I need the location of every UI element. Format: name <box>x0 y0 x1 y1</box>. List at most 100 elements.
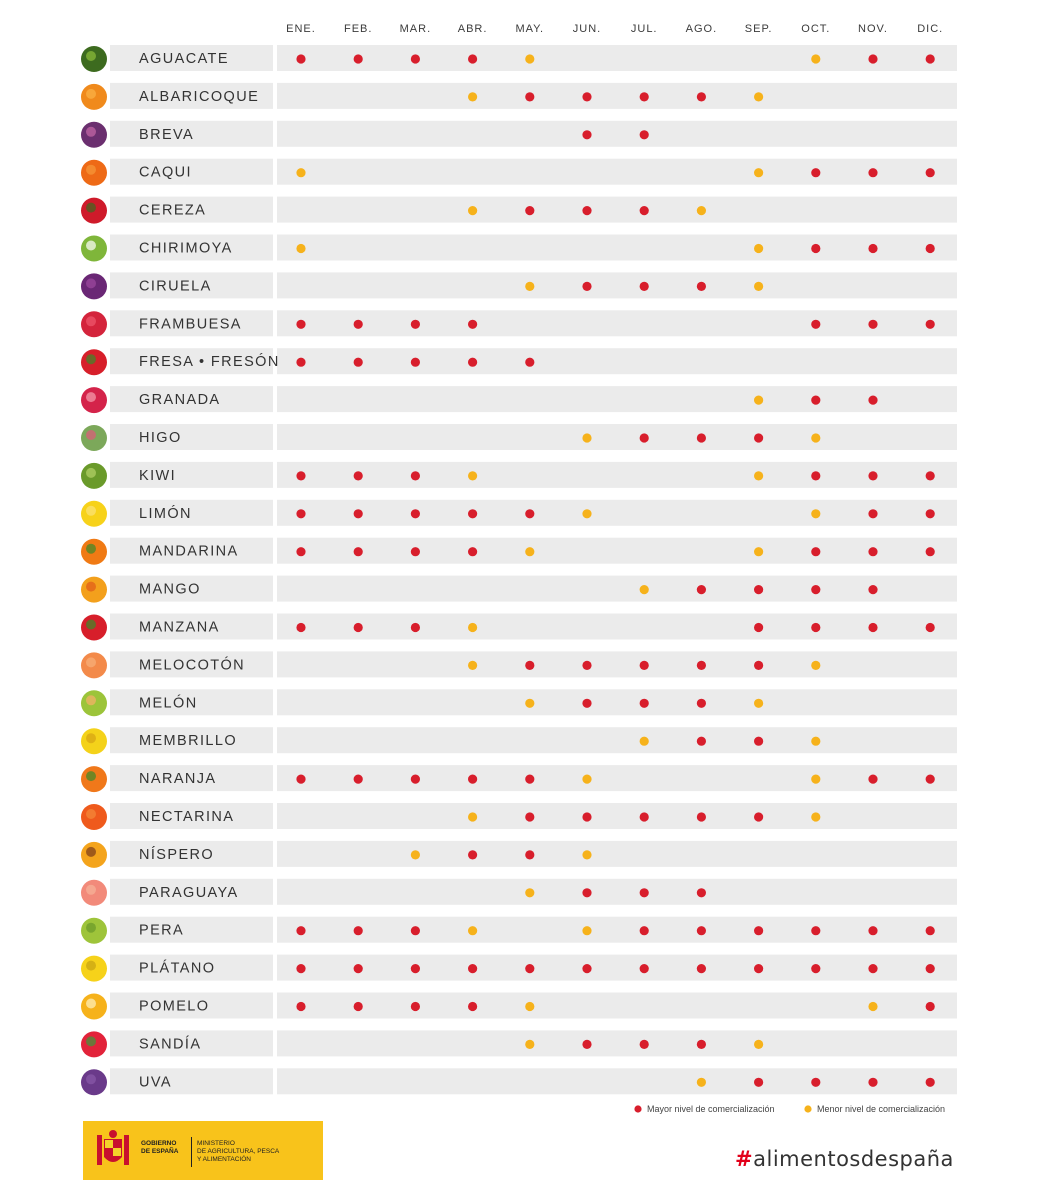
fruit-name: LIMÓN <box>139 505 192 522</box>
major-dot <box>353 964 363 974</box>
minor-dot <box>811 433 821 443</box>
label-band <box>110 954 273 981</box>
fruit-name: CEREZA <box>139 203 206 219</box>
ministry-line-1: MINISTERIO <box>197 1140 235 1147</box>
minor-dot <box>754 92 764 102</box>
major-dot <box>639 964 649 974</box>
month-header: MAR. <box>400 23 432 35</box>
label-band <box>110 120 273 147</box>
mango-icon <box>81 576 107 603</box>
major-dot <box>410 774 420 784</box>
apple-icon <box>81 614 107 641</box>
major-dot <box>868 168 878 178</box>
major-dot <box>811 168 821 178</box>
major-dot <box>925 509 935 519</box>
minor-dot <box>811 54 821 64</box>
icon-highlight <box>86 392 96 403</box>
fruit-name: PARAGUAYA <box>139 885 239 901</box>
month-header: SEP. <box>745 23 773 35</box>
banana-icon <box>81 955 107 982</box>
major-dot <box>696 926 707 936</box>
icon-highlight <box>86 202 96 213</box>
fruit-name: GRANADA <box>139 392 221 408</box>
major-dot <box>296 547 306 557</box>
label-band <box>110 234 273 261</box>
major-dot <box>525 850 535 860</box>
label-band <box>110 916 273 943</box>
major-dot <box>296 509 306 519</box>
minor-dot <box>754 698 764 708</box>
major-dot <box>754 812 764 822</box>
label-band <box>110 727 273 754</box>
month-header: OCT. <box>801 23 830 35</box>
fruit-name: MELÓN <box>139 694 198 711</box>
major-dot <box>639 433 649 443</box>
major-dot <box>296 1001 306 1012</box>
month-header: AGO. <box>686 23 718 35</box>
major-dot <box>410 622 420 633</box>
major-dot <box>410 926 420 936</box>
major-dot <box>582 206 592 216</box>
major-dot <box>296 774 306 784</box>
major-dot <box>353 54 363 64</box>
row-band <box>277 45 957 71</box>
fruit-seasonality-chart: ENE. FEB. MAR. ABR. MAY. JUN. JUL. AGO. SEP. OCT.… <box>81 23 957 1114</box>
major-dot <box>639 926 649 936</box>
fruit-name: BREVA <box>139 127 194 143</box>
major-dot <box>410 54 420 64</box>
icon-highlight <box>86 581 96 592</box>
major-dot <box>868 964 878 974</box>
major-dot <box>696 281 707 291</box>
minor-dot <box>811 736 821 746</box>
raspberry-icon <box>81 311 107 338</box>
row-band <box>277 424 957 450</box>
row-band <box>277 310 957 337</box>
row-band <box>277 158 957 185</box>
major-dot <box>868 54 878 64</box>
major-dot <box>410 1001 420 1012</box>
fruit-name: NÍSPERO <box>139 846 214 863</box>
legend-swatch <box>634 1105 642 1113</box>
row-band <box>277 992 957 1019</box>
gov-line-2: DE ESPAÑA <box>141 1148 179 1155</box>
coat-of-arms-icon <box>97 1130 129 1165</box>
kiwi-icon <box>81 462 107 489</box>
major-dot <box>925 1001 935 1012</box>
major-dot <box>582 812 592 822</box>
fruit-name: CAQUI <box>139 165 192 181</box>
flat-peach-icon <box>81 879 107 906</box>
major-dot <box>868 243 878 254</box>
row-band <box>277 840 957 867</box>
minor-dot <box>468 926 478 936</box>
label-band <box>110 348 273 375</box>
major-dot <box>868 1077 878 1087</box>
grapes-icon <box>81 1069 107 1096</box>
major-dot <box>639 660 649 671</box>
icon-highlight <box>86 809 96 819</box>
major-dot <box>525 509 535 519</box>
fruit-name: HIGO <box>139 430 182 446</box>
label-band <box>110 82 273 109</box>
major-dot <box>925 1077 935 1087</box>
major-dot <box>925 964 935 974</box>
minor-dot <box>468 92 478 102</box>
major-dot <box>868 395 878 405</box>
major-dot <box>353 1001 363 1012</box>
major-dot <box>868 509 878 519</box>
peach-icon <box>81 652 107 679</box>
gov-line-1: GOBIERNO <box>141 1140 177 1147</box>
major-dot <box>754 660 764 671</box>
strawberry-icon <box>81 349 107 376</box>
major-dot <box>868 547 878 557</box>
fruit-name: SANDÍA <box>139 1035 201 1052</box>
major-dot <box>410 547 420 557</box>
minor-dot <box>639 585 649 595</box>
label-band <box>110 1030 273 1057</box>
major-dot <box>811 243 821 254</box>
major-dot <box>525 812 535 822</box>
minor-dot <box>525 281 535 291</box>
major-dot <box>925 774 935 784</box>
early-fig-icon <box>81 121 107 148</box>
minor-dot <box>525 698 535 708</box>
minor-dot <box>468 812 478 822</box>
